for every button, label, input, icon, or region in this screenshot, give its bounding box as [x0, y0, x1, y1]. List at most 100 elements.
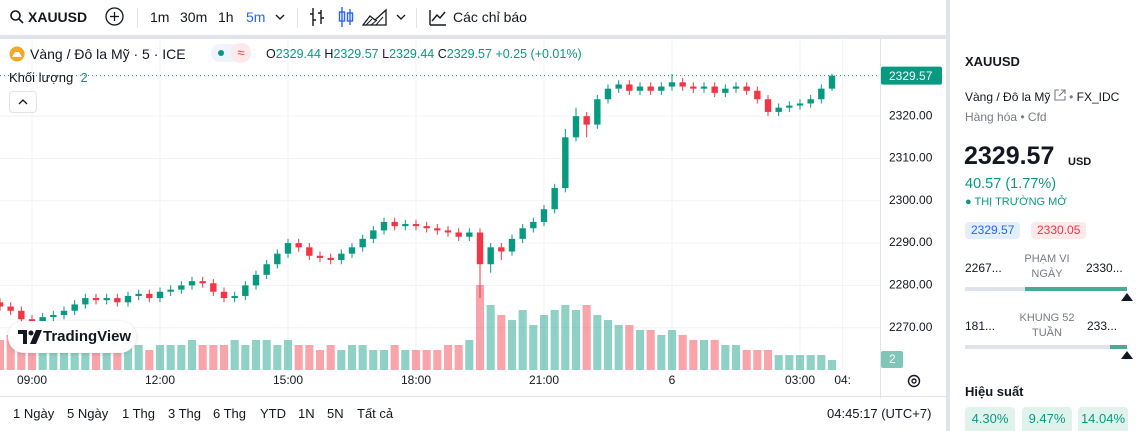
range-button[interactable]: 1 Thg — [122, 406, 156, 421]
volume-legend: Khối lượng 2 — [9, 70, 88, 85]
status-icon: ≈ — [231, 43, 251, 63]
range-button[interactable]: 5N — [327, 406, 344, 421]
candle-body — [647, 86, 654, 91]
status-dot — [218, 50, 224, 56]
volume-bar — [347, 345, 357, 370]
separator — [297, 8, 298, 28]
volume-bar — [219, 345, 229, 370]
settings-button[interactable] — [906, 373, 922, 389]
volume-bar — [753, 350, 762, 370]
symbol-button[interactable]: XAUUSD — [28, 9, 88, 25]
volume-bar — [454, 345, 463, 370]
price-axis-border — [880, 38, 881, 398]
volume-bar — [795, 355, 805, 370]
candle-body — [199, 281, 206, 284]
volume-bar — [465, 340, 474, 370]
candle-body — [348, 247, 356, 254]
interval-menu[interactable] — [275, 12, 285, 22]
candle-body — [828, 75, 836, 89]
day-range-fill — [1025, 287, 1127, 291]
candle-body — [423, 226, 430, 229]
volume-bar — [113, 350, 122, 370]
volume-bar — [358, 345, 367, 370]
candle-body — [327, 257, 334, 260]
interval-button-active[interactable]: 5m — [246, 9, 266, 25]
candle-body — [28, 319, 36, 322]
candle-body — [359, 238, 366, 248]
logo-text: TradingView — [43, 328, 132, 345]
status-text: THỊ TRƯỜNG MỞ — [974, 196, 1067, 208]
range-button[interactable]: 5 Ngày — [67, 406, 109, 421]
candle-body — [487, 247, 494, 265]
logo-icon — [18, 330, 42, 344]
instrument-source: FX_IDC — [1076, 90, 1120, 104]
volume-bar — [785, 355, 794, 370]
y-tick-label: 2310.00 — [889, 151, 933, 165]
volume-bar — [390, 345, 399, 370]
candle-body — [476, 232, 484, 265]
candle-body — [615, 84, 622, 89]
style-menu[interactable] — [396, 12, 406, 22]
volume-bar — [614, 325, 623, 370]
indicators-button[interactable]: Các chỉ báo — [453, 9, 527, 25]
indicators-icon[interactable] — [428, 7, 448, 27]
candle-body — [391, 221, 398, 227]
volume-bar — [625, 325, 634, 370]
candle-body — [380, 221, 388, 231]
range-button[interactable]: 1 Ngày — [13, 406, 55, 421]
y-tick-label: 2280.00 — [889, 278, 933, 292]
candle-body — [242, 285, 249, 296]
plot — [0, 38, 880, 372]
range-button[interactable]: 1N — [298, 406, 315, 421]
legend-title: Vàng / Đô la Mỹ · 5 · ICE — [30, 46, 186, 62]
last-price-label: 2329.57 — [889, 69, 933, 83]
range-button[interactable]: 6 Thg — [213, 406, 247, 421]
bullet: • — [1069, 90, 1074, 104]
candle-body — [754, 90, 761, 100]
candle-body — [370, 230, 377, 239]
candle-body — [679, 82, 686, 87]
day-high: 2330... — [1086, 261, 1123, 275]
last-price-tag — [881, 66, 942, 85]
ohlc-label: C — [437, 47, 447, 61]
candle-body — [114, 298, 121, 303]
candle-body — [711, 86, 718, 93]
toolbar — [0, 0, 946, 39]
volume-bar — [774, 355, 783, 370]
volume-bar — [721, 345, 730, 370]
range-button[interactable]: 3 Thg — [168, 406, 202, 421]
x-tick-label: 21:00 — [529, 373, 559, 387]
candle-body — [71, 304, 78, 311]
collapse-legend[interactable] — [9, 91, 37, 113]
bar-style-button[interactable] — [308, 6, 326, 28]
range-button[interactable]: YTD — [260, 406, 286, 421]
instrument-name: Vàng / Đô la Mỹ — [965, 90, 1051, 104]
day-low: 2267... — [965, 261, 1002, 275]
volume-bar — [187, 340, 197, 370]
candle-body — [338, 253, 345, 260]
candle-body — [818, 88, 825, 100]
interval-button[interactable]: 30m — [180, 9, 208, 25]
symbol-logo — [9, 46, 25, 62]
candle-body — [402, 224, 409, 227]
interval-button[interactable]: 1m — [150, 9, 170, 25]
candle-body — [60, 310, 68, 315]
candle-body — [231, 295, 238, 299]
volume-tag-label: 2 — [889, 352, 896, 366]
volume-bar — [561, 305, 570, 370]
candle-body — [412, 224, 420, 227]
axes: 2270.00 2280.00 2290.00 2300.00 2310.00 2320.… — [17, 66, 942, 387]
ohlc-value: 2329.44 — [389, 47, 435, 61]
sidebar-price: 2329.57 — [964, 142, 1055, 170]
range-button[interactable]: Tất cả — [357, 406, 394, 421]
candle-style-button[interactable] — [337, 5, 355, 29]
day-range-track — [965, 287, 1127, 291]
interval-button[interactable]: 1h — [218, 9, 234, 25]
week52-marker — [1121, 351, 1133, 359]
add-symbol[interactable] — [104, 6, 125, 27]
area-style-button[interactable] — [362, 7, 388, 27]
volume-bar — [145, 350, 154, 370]
candle-body — [295, 243, 302, 248]
candle-body — [732, 86, 740, 89]
volume-bar — [59, 345, 69, 370]
